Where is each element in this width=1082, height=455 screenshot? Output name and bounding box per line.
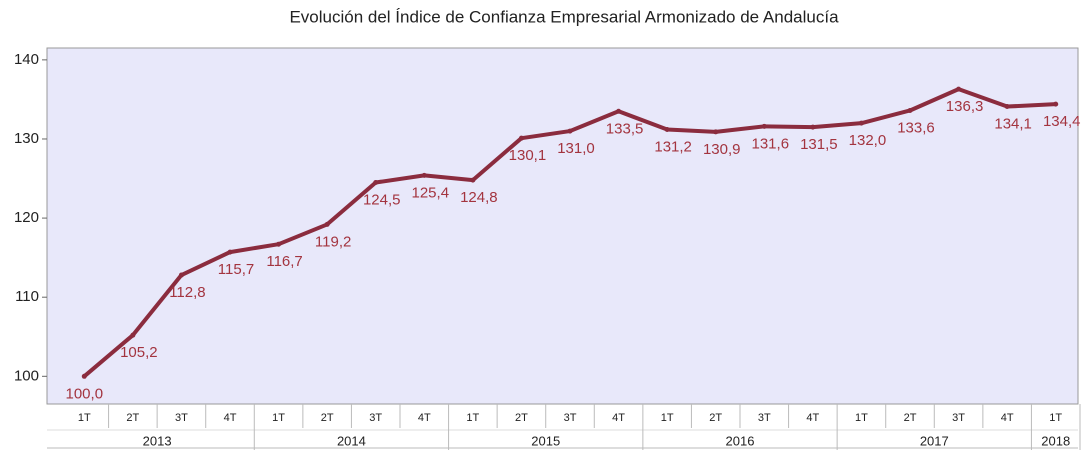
y-tick-label: 140 xyxy=(14,51,39,68)
data-label: 112,8 xyxy=(169,284,205,301)
y-tick-label: 110 xyxy=(15,288,39,305)
plot-area xyxy=(46,47,1079,405)
data-label: 115,7 xyxy=(218,261,254,278)
data-label: 105,2 xyxy=(120,344,158,361)
x-tick-label: 3T xyxy=(758,412,771,424)
data-label: 131,0 xyxy=(557,140,595,157)
data-label: 133,5 xyxy=(606,120,644,137)
x-tick-label: 1T xyxy=(661,412,674,424)
point xyxy=(324,221,330,227)
data-label: 124,8 xyxy=(460,189,498,206)
point xyxy=(858,120,864,126)
x-tick-label: 3T xyxy=(175,412,188,424)
x-tick-label: 4T xyxy=(224,412,237,424)
x-tick-label: 1T xyxy=(272,412,285,424)
y-tick-label: 130 xyxy=(14,130,39,147)
x-tick-label: 1T xyxy=(1049,412,1062,424)
x-group-label: 2018 xyxy=(1041,433,1070,448)
point xyxy=(130,332,136,338)
point xyxy=(616,108,622,114)
x-tick-label: 2T xyxy=(126,412,139,424)
data-label: 134,4 xyxy=(1043,113,1081,130)
data-label: 136,3 xyxy=(946,98,984,115)
data-label: 132,0 xyxy=(849,132,887,149)
point xyxy=(81,373,87,379)
x-tick-label: 2T xyxy=(515,412,528,424)
x-tick-label: 1T xyxy=(78,412,91,424)
point xyxy=(713,129,719,135)
point xyxy=(567,128,573,134)
x-tick-label: 4T xyxy=(418,412,431,424)
x-group-label: 2014 xyxy=(337,433,366,448)
x-tick-label: 2T xyxy=(321,412,334,424)
x-tick-label: 3T xyxy=(369,412,382,424)
point xyxy=(518,135,524,141)
data-label: 125,4 xyxy=(412,184,450,201)
point xyxy=(470,177,476,183)
data-label: 119,2 xyxy=(315,233,351,250)
data-label: 131,5 xyxy=(800,136,838,153)
point xyxy=(810,124,816,130)
point xyxy=(1053,101,1059,107)
point xyxy=(276,241,282,247)
point xyxy=(664,126,670,132)
x-group-label: 2013 xyxy=(143,433,172,448)
x-tick-label: 1T xyxy=(855,412,868,424)
y-tick-label: 120 xyxy=(14,209,39,226)
x-tick-label: 2T xyxy=(904,412,917,424)
y-tick-label: 100 xyxy=(14,367,39,384)
point xyxy=(761,123,767,129)
point xyxy=(1004,104,1010,110)
point xyxy=(956,86,962,92)
chart-title: Evolución del Índice de Confianza Empres… xyxy=(289,7,839,26)
x-group-label: 2016 xyxy=(726,433,755,448)
x-tick-label: 4T xyxy=(806,412,819,424)
x-tick-label: 4T xyxy=(612,412,625,424)
data-label: 131,2 xyxy=(654,138,692,155)
x-tick-label: 3T xyxy=(952,412,965,424)
x-tick-label: 1T xyxy=(466,412,479,424)
data-label: 130,9 xyxy=(703,141,741,158)
data-label: 124,5 xyxy=(363,191,401,208)
x-tick-label: 3T xyxy=(564,412,577,424)
point xyxy=(373,179,379,185)
x-tick-label: 2T xyxy=(709,412,722,424)
point xyxy=(227,249,233,255)
data-label: 131,6 xyxy=(752,135,790,152)
point xyxy=(421,172,427,178)
data-label: 100,0 xyxy=(66,385,104,402)
x-tick-label: 4T xyxy=(1001,412,1014,424)
data-label: 133,6 xyxy=(897,119,935,136)
x-group-label: 2015 xyxy=(531,433,560,448)
data-label: 116,7 xyxy=(266,253,302,270)
x-group-label: 2017 xyxy=(920,433,949,448)
data-label: 130,1 xyxy=(509,147,547,164)
point xyxy=(907,107,913,113)
data-label: 134,1 xyxy=(994,116,1032,133)
point xyxy=(178,272,184,278)
